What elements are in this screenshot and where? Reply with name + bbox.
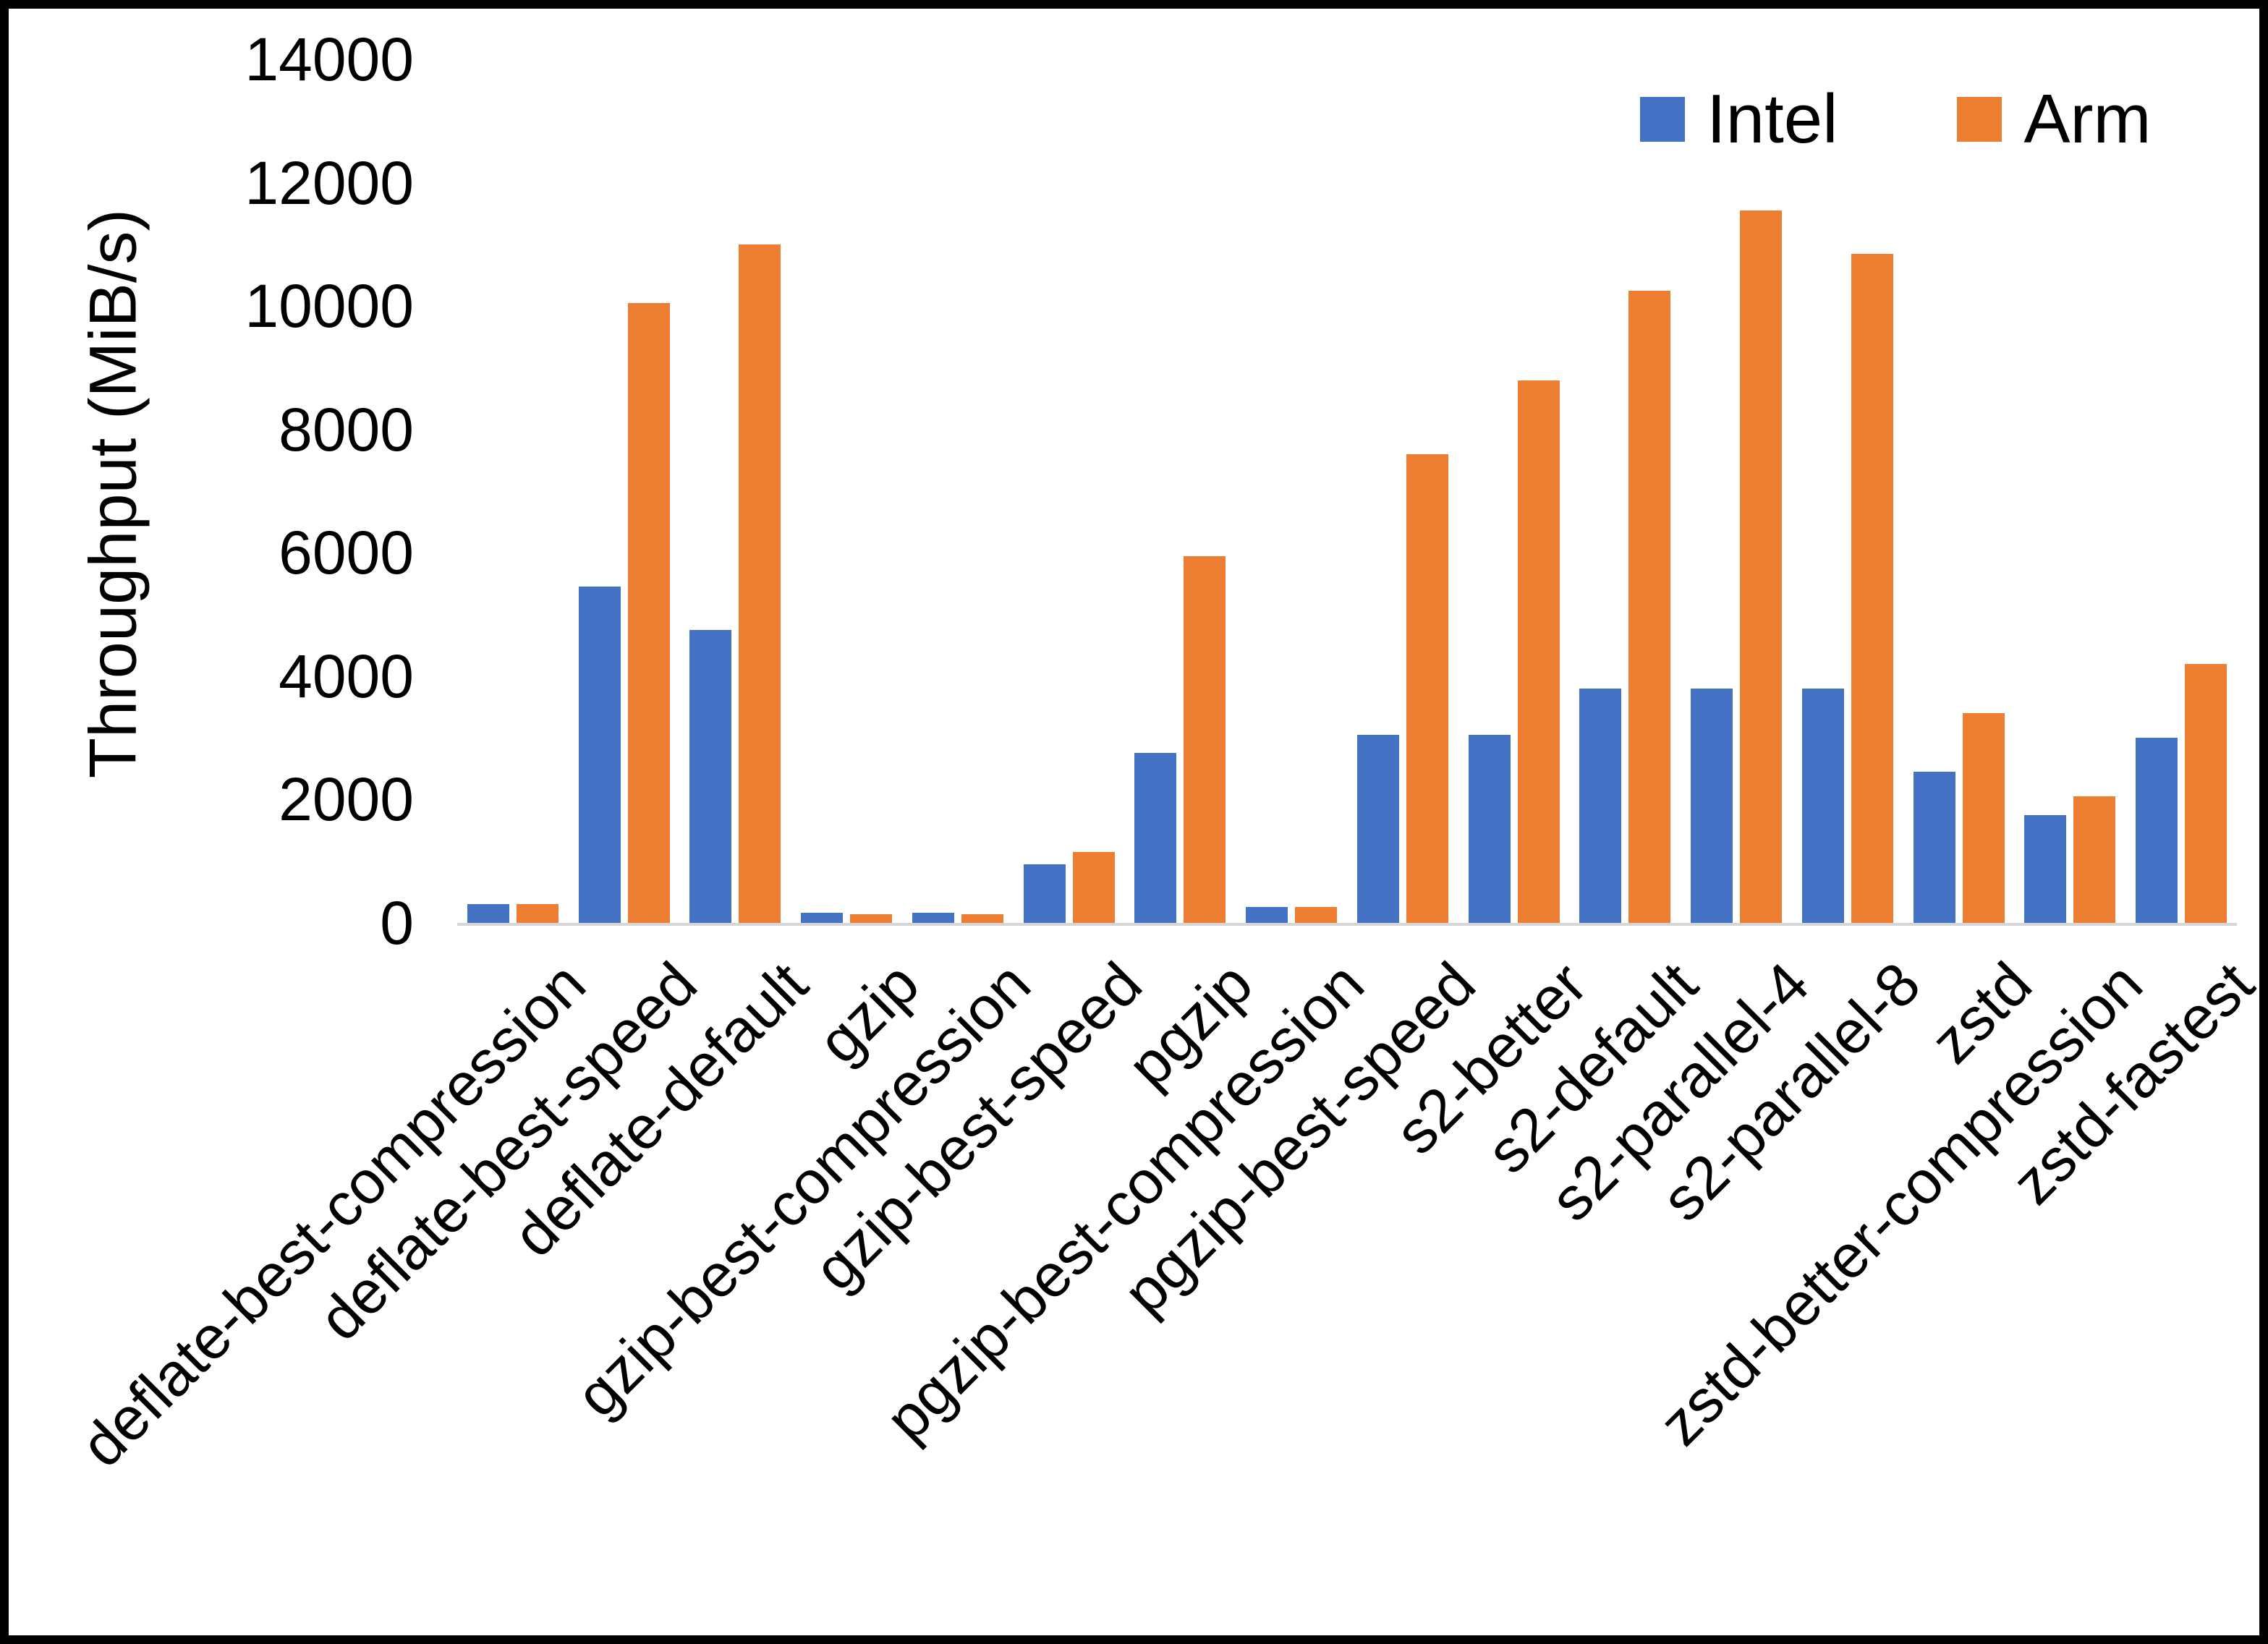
y-tick-label: 14000 [245, 25, 414, 93]
y-tick-label: 8000 [279, 395, 414, 464]
bar-intel [1356, 734, 1399, 923]
bar-intel [1579, 688, 1622, 923]
bar-intel [2024, 814, 2067, 923]
legend: Intel Arm [1640, 85, 2151, 154]
bar-arm [1517, 380, 1560, 923]
legend-label-intel: Intel [1707, 80, 1838, 158]
legend-item-intel: Intel [1640, 85, 1838, 154]
bar-arm [961, 914, 1003, 923]
bar-intel [1913, 772, 1955, 923]
y-tick-label: 2000 [279, 765, 414, 834]
y-tick-label: 4000 [279, 642, 414, 710]
bar-intel [1246, 906, 1288, 923]
bar-arm [1072, 851, 1115, 923]
bar-arm [1740, 210, 1783, 923]
bar-intel [1023, 864, 1066, 923]
bar-arm [516, 904, 558, 923]
bar-arm [1851, 253, 1893, 923]
bar-intel [1134, 753, 1177, 923]
bar-intel [689, 629, 732, 923]
bar-arm [2185, 663, 2227, 923]
bar-intel [1691, 688, 1733, 923]
bar-intel [912, 913, 954, 923]
bar-arm [2073, 796, 2116, 923]
y-tick-label: 12000 [245, 148, 414, 217]
bar-intel [578, 587, 621, 923]
y-tick-label: 10000 [245, 272, 414, 341]
bar-intel [801, 913, 844, 923]
bar-arm [739, 244, 781, 923]
bar-arm [1184, 555, 1226, 923]
y-tick-label: 0 [380, 889, 414, 957]
legend-label-arm: Arm [2023, 80, 2152, 158]
bar-arm [1295, 906, 1338, 923]
y-tick-label: 6000 [279, 519, 414, 587]
bar-arm [627, 302, 670, 923]
legend-swatch-intel [1640, 97, 1685, 142]
legend-swatch-arm [1957, 97, 2002, 142]
bar-arm [1406, 453, 1448, 923]
bar-intel [467, 904, 509, 923]
bar-arm [1962, 713, 2005, 923]
plot-area [457, 59, 2237, 926]
bar-arm [850, 914, 893, 923]
bar-arm [1628, 290, 1671, 923]
bar-intel [1801, 688, 1844, 923]
bar-intel [2136, 738, 2178, 923]
bar-intel [1468, 734, 1511, 923]
legend-item-arm: Arm [1957, 85, 2151, 154]
bar-chart: Throughput (MiB/s) 0 2000 4000 6000 8000 1000… [9, 9, 2259, 1635]
